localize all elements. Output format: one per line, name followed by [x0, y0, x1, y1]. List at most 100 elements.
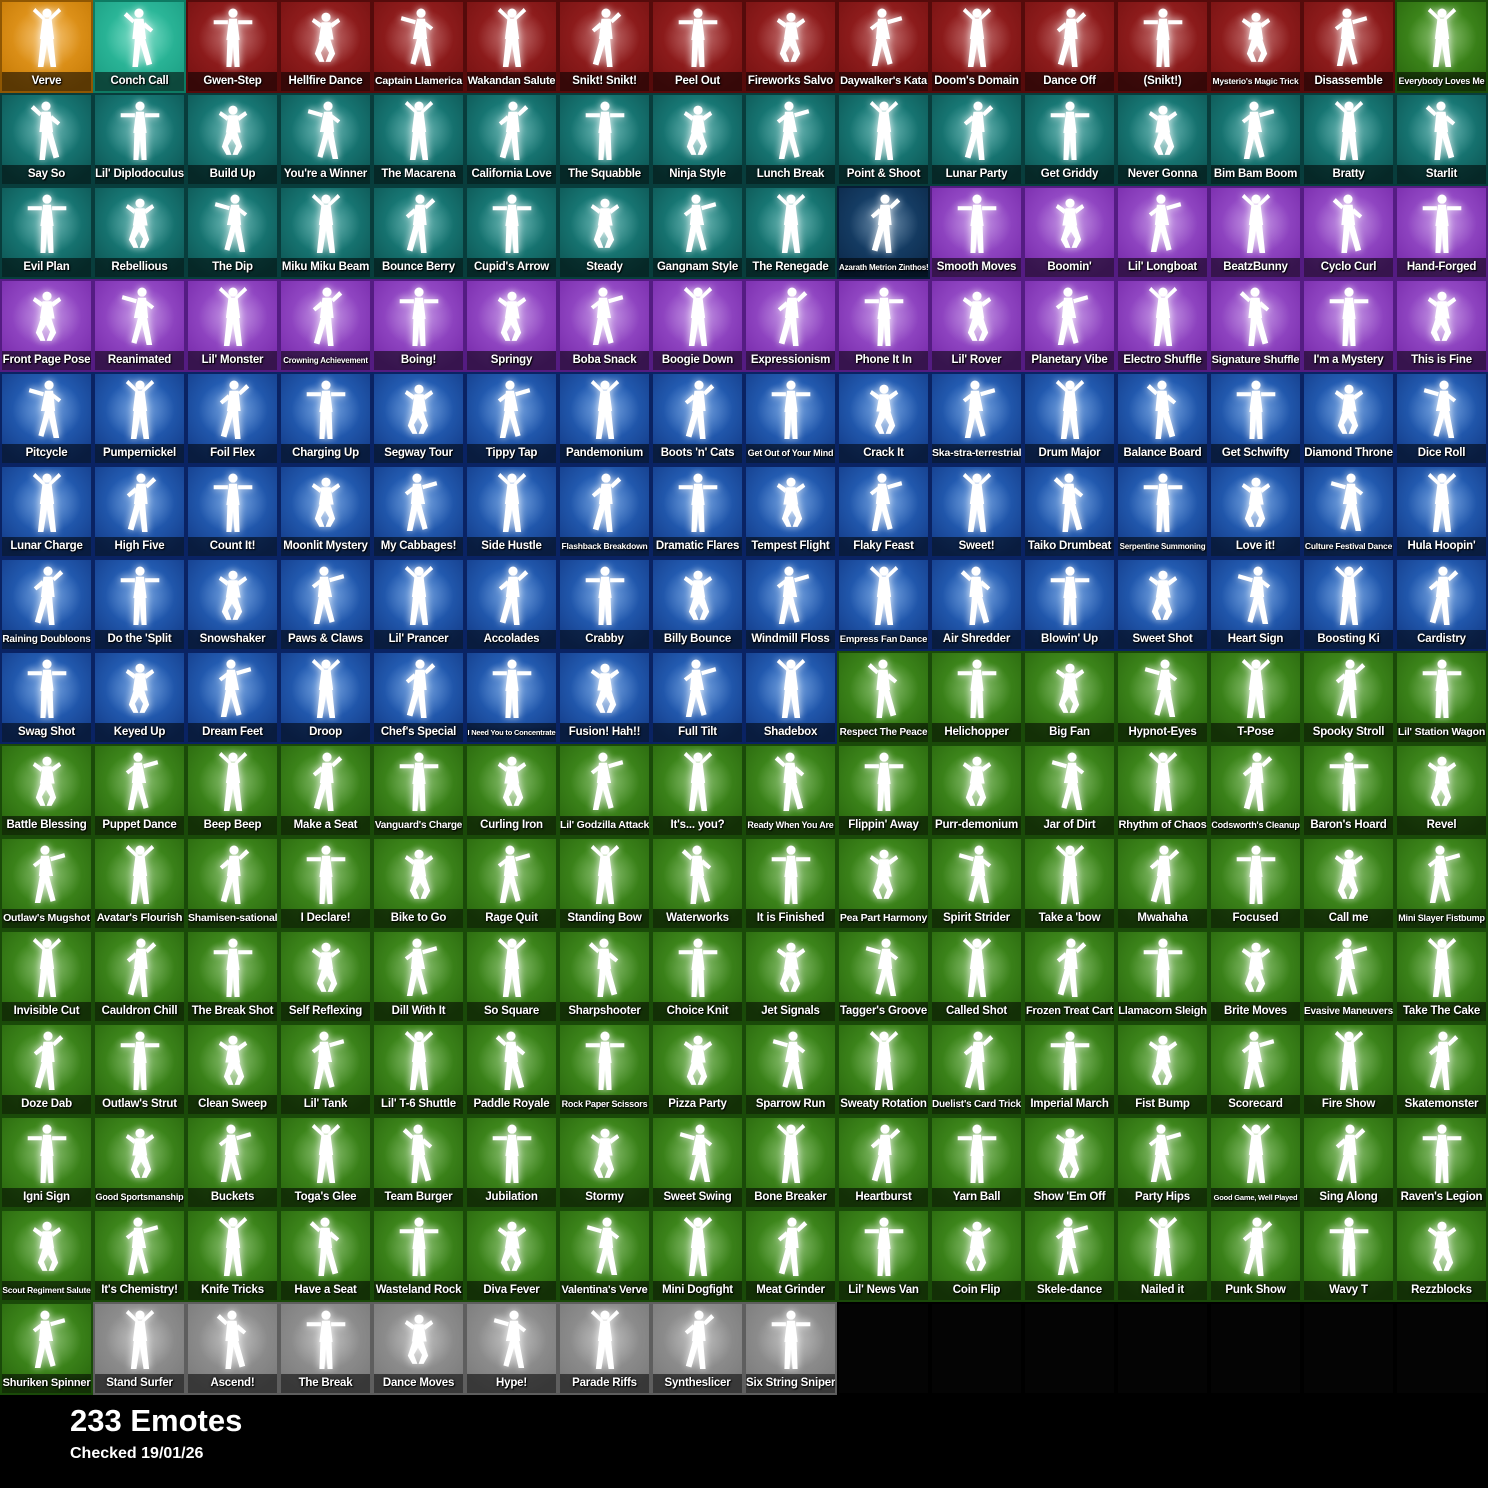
- emote-cell[interactable]: Imperial March: [1023, 1023, 1116, 1116]
- emote-cell[interactable]: Skatemonster: [1395, 1023, 1488, 1116]
- emote-cell[interactable]: Crack It: [837, 372, 930, 465]
- emote-cell[interactable]: Buckets: [186, 1116, 279, 1209]
- emote-cell[interactable]: Coin Flip: [930, 1209, 1023, 1302]
- emote-cell[interactable]: Jar of Dirt: [1023, 744, 1116, 837]
- emote-cell[interactable]: Dance Moves: [372, 1302, 465, 1395]
- emote-cell[interactable]: Phone It In: [837, 279, 930, 372]
- emote-cell[interactable]: Doze Dab: [0, 1023, 93, 1116]
- emote-cell[interactable]: Scout Regiment Salute: [0, 1209, 93, 1302]
- emote-cell[interactable]: Skele-dance: [1023, 1209, 1116, 1302]
- emote-cell[interactable]: Get Schwifty: [1209, 372, 1302, 465]
- emote-cell[interactable]: Keyed Up: [93, 651, 186, 744]
- emote-cell[interactable]: Raven's Legion: [1395, 1116, 1488, 1209]
- emote-cell[interactable]: Sparrow Run: [744, 1023, 837, 1116]
- emote-cell[interactable]: Bratty: [1302, 93, 1395, 186]
- emote-cell[interactable]: Knife Tricks: [186, 1209, 279, 1302]
- emote-cell[interactable]: Called Shot: [930, 930, 1023, 1023]
- emote-cell[interactable]: Respect The Peace: [837, 651, 930, 744]
- emote-cell[interactable]: Evasive Maneuvers: [1302, 930, 1395, 1023]
- emote-cell[interactable]: Swag Shot: [0, 651, 93, 744]
- emote-cell[interactable]: Mysterio's Magic Trick: [1209, 0, 1302, 93]
- emote-cell[interactable]: Bone Breaker: [744, 1116, 837, 1209]
- emote-cell[interactable]: Lunch Break: [744, 93, 837, 186]
- emote-cell[interactable]: It is Finished: [744, 837, 837, 930]
- emote-cell[interactable]: Wakandan Salute: [465, 0, 558, 93]
- emote-cell[interactable]: Build Up: [186, 93, 279, 186]
- emote-cell[interactable]: Syntheslicer: [651, 1302, 744, 1395]
- emote-cell[interactable]: Tagger's Groove: [837, 930, 930, 1023]
- emote-cell[interactable]: Pandemonium: [558, 372, 651, 465]
- emote-cell[interactable]: Peel Out: [651, 0, 744, 93]
- emote-cell[interactable]: Side Hustle: [465, 465, 558, 558]
- emote-cell[interactable]: Boba Snack: [558, 279, 651, 372]
- emote-cell[interactable]: Ready When You Are: [744, 744, 837, 837]
- emote-cell[interactable]: Front Page Pose: [0, 279, 93, 372]
- emote-cell[interactable]: Segway Tour: [372, 372, 465, 465]
- emote-cell[interactable]: Stormy: [558, 1116, 651, 1209]
- emote-cell[interactable]: Take a 'bow: [1023, 837, 1116, 930]
- emote-cell[interactable]: Diamond Throne: [1302, 372, 1395, 465]
- emote-cell[interactable]: Empress Fan Dance: [837, 558, 930, 651]
- emote-cell[interactable]: Dance Off: [1023, 0, 1116, 93]
- emote-cell[interactable]: Shadebox: [744, 651, 837, 744]
- emote-cell[interactable]: Sweaty Rotation: [837, 1023, 930, 1116]
- emote-cell[interactable]: Paws & Claws: [279, 558, 372, 651]
- emote-cell[interactable]: Rezzblocks: [1395, 1209, 1488, 1302]
- emote-cell[interactable]: Lil' Monster: [186, 279, 279, 372]
- emote-cell[interactable]: Love it!: [1209, 465, 1302, 558]
- emote-cell[interactable]: Vanguard's Charge: [372, 744, 465, 837]
- emote-cell[interactable]: Self Reflexing: [279, 930, 372, 1023]
- emote-cell[interactable]: Pizza Party: [651, 1023, 744, 1116]
- emote-cell[interactable]: The Renegade: [744, 186, 837, 279]
- emote-cell[interactable]: Brite Moves: [1209, 930, 1302, 1023]
- emote-cell[interactable]: Beep Beep: [186, 744, 279, 837]
- emote-cell[interactable]: Evil Plan: [0, 186, 93, 279]
- emote-cell[interactable]: Parade Riffs: [558, 1302, 651, 1395]
- emote-cell[interactable]: Revel: [1395, 744, 1488, 837]
- emote-cell[interactable]: BeatzBunny: [1209, 186, 1302, 279]
- emote-cell[interactable]: Have a Seat: [279, 1209, 372, 1302]
- emote-cell[interactable]: Lil' Tank: [279, 1023, 372, 1116]
- emote-cell[interactable]: Jubilation: [465, 1116, 558, 1209]
- emote-cell[interactable]: The Break Shot: [186, 930, 279, 1023]
- emote-cell[interactable]: Get Griddy: [1023, 93, 1116, 186]
- emote-cell[interactable]: Gwen-Step: [186, 0, 279, 93]
- emote-cell[interactable]: Air Shredder: [930, 558, 1023, 651]
- emote-cell[interactable]: Pitcycle: [0, 372, 93, 465]
- emote-cell[interactable]: Meat Grinder: [744, 1209, 837, 1302]
- emote-cell[interactable]: Culture Festival Dance: [1302, 465, 1395, 558]
- emote-cell[interactable]: Mini Slayer Fistbump: [1395, 837, 1488, 930]
- emote-cell[interactable]: Boogie Down: [651, 279, 744, 372]
- emote-cell[interactable]: Hellfire Dance: [279, 0, 372, 93]
- emote-cell[interactable]: Good Game, Well Played: [1209, 1116, 1302, 1209]
- emote-cell[interactable]: Full Tilt: [651, 651, 744, 744]
- emote-cell[interactable]: Jet Signals: [744, 930, 837, 1023]
- emote-cell[interactable]: Crabby: [558, 558, 651, 651]
- emote-cell[interactable]: Lil' Prancer: [372, 558, 465, 651]
- emote-cell[interactable]: Wasteland Rock: [372, 1209, 465, 1302]
- emote-cell[interactable]: Flippin' Away: [837, 744, 930, 837]
- emote-cell[interactable]: Fist Bump: [1116, 1023, 1209, 1116]
- emote-cell[interactable]: Boomin': [1023, 186, 1116, 279]
- emote-cell[interactable]: Never Gonna: [1116, 93, 1209, 186]
- emote-cell[interactable]: Sharpshooter: [558, 930, 651, 1023]
- emote-cell[interactable]: Raining Doubloons: [0, 558, 93, 651]
- emote-cell[interactable]: Big Fan: [1023, 651, 1116, 744]
- emote-cell[interactable]: Sweet!: [930, 465, 1023, 558]
- emote-cell[interactable]: Puppet Dance: [93, 744, 186, 837]
- emote-cell[interactable]: I Declare!: [279, 837, 372, 930]
- emote-cell[interactable]: So Square: [465, 930, 558, 1023]
- emote-cell[interactable]: Balance Board: [1116, 372, 1209, 465]
- emote-cell[interactable]: Hype!: [465, 1302, 558, 1395]
- emote-cell[interactable]: Shamisen-sational: [186, 837, 279, 930]
- emote-cell[interactable]: You're a Winner: [279, 93, 372, 186]
- emote-cell[interactable]: Azarath Metrion Zinthos!: [837, 186, 930, 279]
- emote-cell[interactable]: Bim Bam Boom: [1209, 93, 1302, 186]
- emote-cell[interactable]: Accolades: [465, 558, 558, 651]
- emote-cell[interactable]: Cardistry: [1395, 558, 1488, 651]
- emote-cell[interactable]: Chef's Special: [372, 651, 465, 744]
- emote-cell[interactable]: Verve: [0, 0, 93, 93]
- emote-cell[interactable]: My Cabbages!: [372, 465, 465, 558]
- emote-cell[interactable]: Diva Fever: [465, 1209, 558, 1302]
- emote-cell[interactable]: Gangnam Style: [651, 186, 744, 279]
